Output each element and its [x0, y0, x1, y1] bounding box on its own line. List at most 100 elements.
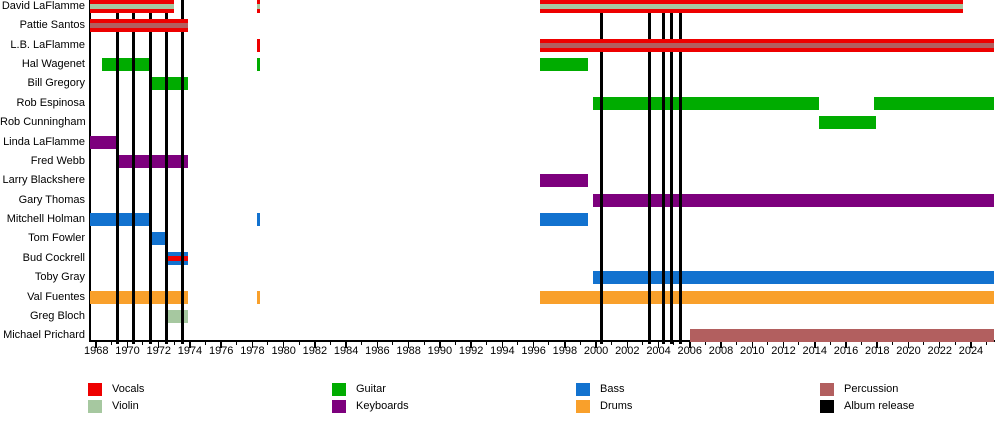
album-release-line [678, 0, 682, 344]
axis-major-tick [626, 341, 629, 348]
legend-label: Keyboards [356, 400, 409, 412]
axis-minor-tick [985, 341, 987, 345]
member-bar-keyboards [90, 135, 119, 149]
legend-swatch-keyboards [332, 400, 346, 413]
member-bar-guitar [149, 77, 189, 91]
album-release-line [600, 0, 604, 344]
axis-tick-label: 2006 [677, 345, 703, 357]
axis-tick-label: 1972 [146, 345, 171, 357]
axis-tick-label: 1992 [458, 345, 484, 357]
legend-label: Guitar [356, 383, 386, 395]
axis-major-tick [126, 341, 129, 348]
axis-tick-label: 1998 [552, 345, 578, 357]
member-label: Larry Blackshere [2, 174, 85, 187]
bar-stripe-percussion [90, 23, 189, 29]
axis-major-tick [970, 341, 972, 348]
member-bar-guitar [592, 96, 820, 110]
axis-tick-label: 2018 [864, 345, 890, 357]
legend-item-album_release: Album release [820, 400, 914, 413]
member-bar-percussion [689, 329, 995, 343]
axis-minor-tick [954, 341, 956, 345]
member-bar-vocals [90, 19, 189, 33]
axis-tick-label: 2012 [771, 345, 796, 357]
axis-major-tick [720, 341, 722, 348]
member-bar-bass [166, 251, 189, 265]
bar-stripe-violin [90, 4, 175, 9]
axis-minor-tick [423, 341, 425, 345]
axis-major-tick [814, 341, 816, 348]
axis-minor-tick [704, 341, 706, 345]
member-label: Gary Thomas [18, 193, 85, 206]
axis-minor-tick [735, 341, 737, 345]
member-label: Greg Bloch [29, 309, 85, 322]
axis-major-tick [751, 341, 754, 348]
axis-tick-label: 2020 [896, 345, 921, 357]
axis-minor-tick [673, 341, 675, 345]
member-label: Rob Espinosa [16, 96, 86, 109]
axis-tick-label: 2000 [583, 345, 609, 357]
legend-swatch-percussion [820, 383, 834, 396]
album-release-line [132, 0, 136, 344]
member-bar-vocals [257, 0, 261, 13]
legend-swatch-violin [88, 400, 102, 413]
axis-minor-tick [642, 341, 644, 345]
legend-item-violin: Violin [88, 400, 139, 413]
axis-minor-tick [392, 341, 394, 345]
axis-major-tick [876, 341, 878, 348]
axis-tick-label: 2022 [927, 345, 952, 357]
axis-major-tick [95, 341, 97, 348]
member-bar-guitar [819, 116, 876, 130]
axis-major-tick [782, 341, 785, 348]
axis-minor-tick [767, 341, 769, 345]
axis-minor-tick [923, 341, 925, 345]
bar-stripe-percussion [539, 42, 995, 48]
axis-minor-tick [329, 341, 331, 345]
axis-major-tick [189, 341, 191, 348]
axis-major-tick [251, 341, 254, 348]
member-bar-keyboards [592, 193, 995, 207]
axis-tick-label: 1980 [271, 345, 296, 357]
axis-minor-tick [798, 341, 800, 345]
axis-major-tick [845, 341, 847, 348]
legend-swatch-vocals [88, 383, 102, 396]
member-label: Rob Cunningham [0, 116, 86, 129]
legend-swatch-guitar [332, 383, 346, 396]
legend-swatch-album_release [820, 400, 834, 413]
bar-stripe-violin [257, 4, 261, 9]
x-axis-line [89, 340, 995, 342]
member-bar-vocals [539, 0, 964, 13]
axis-minor-tick [548, 341, 550, 345]
member-bar-bass [592, 271, 995, 285]
axis-minor-tick [454, 341, 456, 345]
axis-tick-label: 1986 [365, 345, 390, 357]
axis-tick-label: 2002 [615, 345, 640, 357]
axis-minor-tick [892, 341, 894, 345]
axis-tick-label: 2008 [708, 345, 734, 357]
member-bar-vocals [257, 38, 261, 52]
member-bar-bass [539, 213, 589, 227]
axis-minor-tick [267, 341, 269, 345]
member-bar-keyboards [539, 174, 589, 188]
member-label: David LaFlamme [1, 0, 85, 12]
bar-stripe-violin [539, 4, 964, 9]
member-label: Mitchell Holman [6, 213, 85, 226]
axis-tick-label: 1984 [333, 345, 359, 357]
member-label: L.B. LaFlamme [10, 38, 85, 51]
axis-major-tick [657, 341, 660, 348]
legend-label: Bass [600, 383, 625, 395]
axis-major-tick [157, 341, 160, 348]
axis-major-tick [439, 341, 441, 348]
member-label: Tom Fowler [28, 232, 85, 245]
axis-minor-tick [173, 341, 175, 345]
member-bar-guitar [102, 58, 150, 72]
legend-label: Violin [112, 400, 139, 412]
axis-tick-label: 2004 [646, 345, 671, 357]
album-release-line [165, 0, 169, 344]
axis-tick-label: 1982 [302, 345, 328, 357]
legend-item-guitar: Guitar [332, 383, 386, 396]
axis-tick-label: 1968 [83, 345, 109, 357]
axis-minor-tick [485, 341, 487, 345]
axis-tick-label: 2014 [802, 345, 827, 357]
legend-swatch-bass [576, 383, 590, 396]
y-axis-line [89, 0, 91, 340]
